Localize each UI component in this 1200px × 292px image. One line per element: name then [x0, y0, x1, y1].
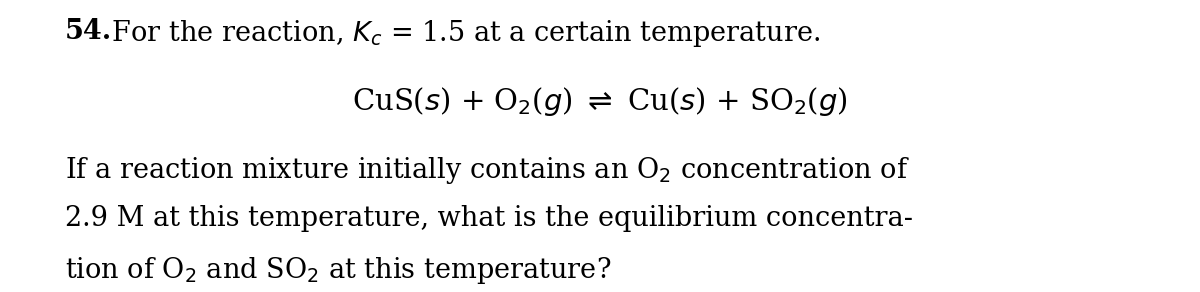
Text: If a reaction mixture initially contains an O$_2$ concentration of: If a reaction mixture initially contains…	[65, 155, 910, 186]
Text: 54.: 54.	[65, 18, 113, 45]
Text: CuS($s$) + O$_2$($g$) $\rightleftharpoons$ Cu($s$) + SO$_2$($g$): CuS($s$) + O$_2$($g$) $\rightleftharpoon…	[352, 85, 848, 118]
Text: For the reaction, $K_c$ = 1.5 at a certain temperature.: For the reaction, $K_c$ = 1.5 at a certa…	[103, 18, 821, 49]
Text: tion of O$_2$ and SO$_2$ at this temperature?: tion of O$_2$ and SO$_2$ at this tempera…	[65, 255, 611, 286]
Text: 2.9 M at this temperature, what is the equilibrium concentra-: 2.9 M at this temperature, what is the e…	[65, 205, 913, 232]
